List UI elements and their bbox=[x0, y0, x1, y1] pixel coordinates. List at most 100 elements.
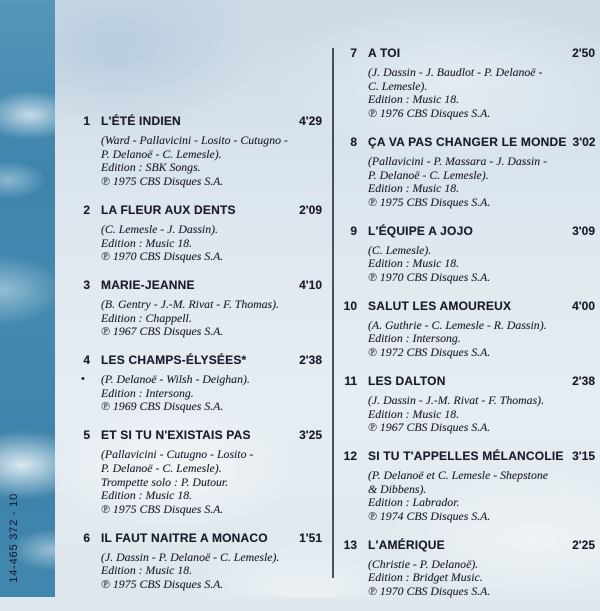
track-title-row: 2 LA FLEUR AUX DENTS 2'09 bbox=[72, 201, 322, 220]
track-credit-line: (P. Delanoë - Wilsh - Deighan). bbox=[101, 372, 250, 387]
track-title-row: 4 LES CHAMPS-ÉLYSÉES* 2'38 bbox=[72, 351, 322, 370]
track-number: 6 bbox=[83, 530, 90, 545]
track-credit-line: & Dibbens). bbox=[368, 481, 427, 496]
track-duration: 3'25 bbox=[299, 428, 322, 443]
track-duration: 1'51 bbox=[299, 530, 322, 545]
track-credit-line: (A. Guthrie - C. Lemesle - R. Dassin). bbox=[368, 317, 547, 332]
track-credit-line: (B. Gentry - J.-M. Rivat - F. Thomas). bbox=[101, 296, 280, 311]
track-title: LES DALTON bbox=[368, 373, 446, 388]
track-credits: (B. Gentry - J.-M. Rivat - F. Thomas). Ed… bbox=[101, 296, 322, 339]
track-credit-line: Edition : Bridget Music. bbox=[368, 570, 483, 585]
track-credit-line: (Pallavicini - P. Massara - J. Dassin - bbox=[368, 153, 548, 168]
column-divider bbox=[332, 48, 334, 578]
track-credit-line: ℗ 1975 CBS Disques S.A. bbox=[101, 577, 224, 592]
track-credit-line: Edition : Music 18. bbox=[368, 92, 460, 107]
track-title: L'ÉTÉ INDIEN bbox=[101, 114, 181, 128]
track-title: SALUT LES AMOUREUX bbox=[368, 298, 512, 313]
track-title-row: 1 L'ÉTÉ INDIEN 4'29 bbox=[72, 112, 322, 131]
track-title: LA FLEUR AUX DENTS bbox=[101, 202, 236, 217]
track-title: L'ÉQUIPE A JOJO bbox=[368, 223, 473, 238]
track-credit-line: (C. Lemesle). bbox=[368, 242, 432, 257]
track-credit-line: ℗ 1969 CBS Disques S.A. bbox=[101, 399, 224, 414]
track-credits: (A. Guthrie - C. Lemesle - R. Dassin). Ed… bbox=[368, 317, 595, 360]
track-number: 11 bbox=[344, 373, 357, 388]
track-item: 6 IL FAUT NAITRE A MONACO 1'51 (J. Dassin -… bbox=[72, 529, 322, 592]
track-title: ET SI TU N'EXISTAIS PAS bbox=[101, 428, 251, 443]
spine-strip: 14-465 372 - 10 bbox=[0, 0, 55, 597]
track-credit-line: ℗ 1970 CBS Disques S.A. bbox=[101, 249, 224, 264]
track-item: 11 LES DALTON 2'38 (J. Dassin - J.-M. Rivat… bbox=[339, 372, 595, 435]
track-credit-line: (Christie - P. Delanoë). bbox=[368, 556, 479, 571]
track-credit-line: P. Delanoë - C. Lemesle). bbox=[101, 460, 222, 475]
track-duration: 2'50 bbox=[572, 46, 595, 60]
track-credit-line: ℗ 1967 CBS Disques S.A. bbox=[101, 324, 224, 339]
track-credit-line: (Pallavicini - Cutugno - Losito - bbox=[101, 447, 254, 462]
track-credit-line: (J. Dassin - P. Delanoë - C. Lemesle). bbox=[101, 549, 280, 564]
track-credit-line: ℗ 1976 CBS Disques S.A. bbox=[368, 106, 491, 121]
track-credit-line: Edition : SBK Songs. bbox=[101, 160, 201, 175]
track-title-row: 13 L'AMÉRIQUE 2'25 bbox=[339, 536, 595, 555]
tracklist-panel: 1 L'ÉTÉ INDIEN 4'29 (Ward - Pallavicini - L… bbox=[55, 0, 600, 599]
track-title-row: 11 LES DALTON 2'38 bbox=[339, 372, 595, 391]
track-credit-line: ℗ 1975 CBS Disques S.A. bbox=[101, 174, 224, 189]
track-duration: 3'02 bbox=[572, 134, 596, 149]
track-credit-line: Edition : Intersong. bbox=[368, 331, 461, 346]
track-title: ÇA VA PAS CHANGER LE MONDE bbox=[368, 134, 567, 149]
track-title: L'AMÉRIQUE bbox=[368, 537, 445, 552]
track-title-row: 9 L'ÉQUIPE A JOJO 3'09 bbox=[339, 222, 595, 241]
track-item: 12 SI TU T'APPELLES MÉLANCOLIE 3'15 (P. Del… bbox=[339, 447, 595, 524]
track-credit-line: (J. Dassin - J. Baudlot - P. Delanoë - bbox=[368, 65, 543, 79]
track-title: LES CHAMPS-ÉLYSÉES* bbox=[101, 353, 247, 368]
track-credit-line: Edition : Music 18. bbox=[368, 256, 460, 271]
track-credit-line: Edition : Music 18. bbox=[101, 235, 193, 250]
track-item: 3 MARIE-JEANNE 4'10 (B. Gentry - J.-M. Riva… bbox=[72, 276, 322, 339]
footnote-marker: • bbox=[81, 373, 85, 386]
track-title-row: 12 SI TU T'APPELLES MÉLANCOLIE 3'15 bbox=[339, 447, 595, 466]
track-credit-line: Edition : Music 18. bbox=[101, 488, 193, 503]
track-number: 1 bbox=[83, 114, 90, 128]
track-credit-line: ℗ 1974 CBS Disques S.A. bbox=[368, 509, 491, 524]
track-item: 8 ÇA VA PAS CHANGER LE MONDE 3'02 (Pallavic… bbox=[339, 133, 595, 210]
track-credit-line: Edition : Intersong. bbox=[101, 385, 194, 400]
track-credits: (J. Dassin - J. Baudlot - P. Delanoë - C.… bbox=[368, 65, 595, 121]
track-credit-line: ℗ 1975 CBS Disques S.A. bbox=[101, 501, 224, 516]
track-credit-line: P. Delanoë - C. Lemesle). bbox=[368, 167, 489, 182]
track-title-row: 6 IL FAUT NAITRE A MONACO 1'51 bbox=[72, 529, 322, 548]
track-credit-line: ℗ 1970 CBS Disques S.A. bbox=[368, 584, 491, 599]
track-credit-line: C. Lemesle). bbox=[368, 78, 428, 93]
track-credit-line: (Ward - Pallavicini - Losito - Cutugno - bbox=[101, 133, 288, 147]
track-credit-line: P. Delanoë - C. Lemesle). bbox=[101, 146, 222, 161]
track-credits: (C. Lemesle - J. Dassin). Edition : Music… bbox=[101, 221, 322, 264]
track-credit-line: (J. Dassin - J.-M. Rivat - F. Thomas). bbox=[368, 392, 545, 407]
tracklist-column-left: 1 L'ÉTÉ INDIEN 4'29 (Ward - Pallavicini - L… bbox=[72, 112, 322, 604]
track-number: 4 bbox=[83, 353, 90, 368]
track-duration: 4'29 bbox=[299, 114, 322, 128]
track-credit-line: Edition : Chappell. bbox=[101, 310, 192, 325]
track-item: 2 LA FLEUR AUX DENTS 2'09 (C. Lemesle - J. … bbox=[72, 201, 322, 264]
track-item: 13 L'AMÉRIQUE 2'25 (Christie - P. Delanoë).… bbox=[339, 536, 595, 599]
track-duration: 4'00 bbox=[572, 298, 595, 313]
track-number: 12 bbox=[343, 448, 357, 463]
track-duration: 2'09 bbox=[299, 202, 322, 217]
track-duration: 3'15 bbox=[572, 448, 595, 463]
track-credit-line: ℗ 1975 CBS Disques S.A. bbox=[368, 194, 491, 209]
catalog-number: 14-465 372 - 10 bbox=[8, 493, 20, 583]
track-credits: (J. Dassin - J.-M. Rivat - F. Thomas). Ed… bbox=[368, 392, 595, 435]
track-credit-line: ℗ 1967 CBS Disques S.A. bbox=[368, 420, 491, 435]
track-credits: • (P. Delanoë - Wilsh - Deighan). Edition … bbox=[81, 372, 322, 414]
track-item: 1 L'ÉTÉ INDIEN 4'29 (Ward - Pallavicini - L… bbox=[72, 112, 322, 189]
track-credits: (J. Dassin - P. Delanoë - C. Lemesle). Ed… bbox=[101, 549, 322, 592]
track-credits: (Ward - Pallavicini - Losito - Cutugno -… bbox=[101, 133, 322, 189]
track-title-row: 10 SALUT LES AMOUREUX 4'00 bbox=[339, 297, 595, 316]
track-credits: (P. Delanoë et C. Lemesle - Shepstone & D… bbox=[368, 468, 595, 524]
track-credit-line: (C. Lemesle - J. Dassin). bbox=[101, 221, 218, 236]
track-credit-line: Edition : Labrador. bbox=[368, 495, 460, 510]
track-number: 9 bbox=[350, 223, 357, 238]
track-number: 7 bbox=[350, 46, 357, 60]
track-number: 5 bbox=[83, 428, 90, 443]
track-title-row: 7 A TOI 2'50 bbox=[339, 44, 595, 63]
track-number: 3 bbox=[83, 277, 90, 292]
track-number: 2 bbox=[83, 202, 90, 217]
track-title-row: 8 ÇA VA PAS CHANGER LE MONDE 3'02 bbox=[339, 133, 595, 152]
